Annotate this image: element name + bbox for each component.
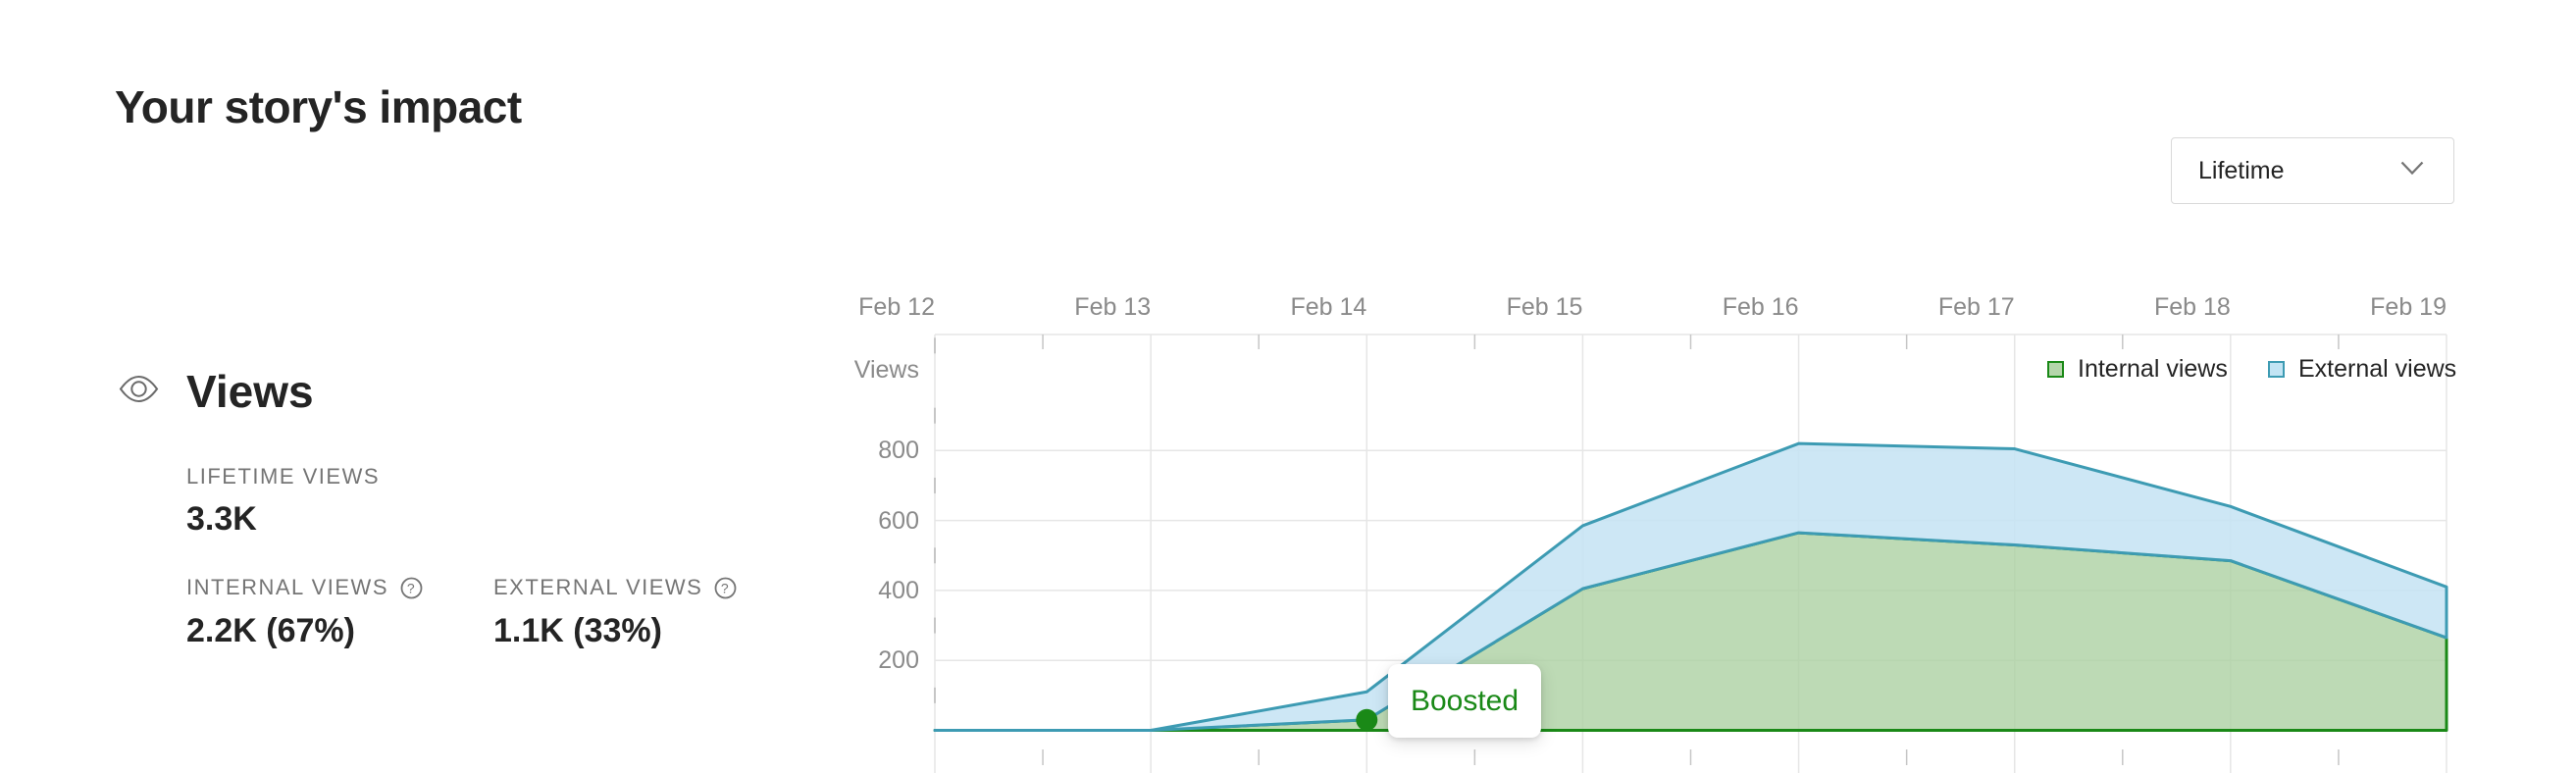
boosted-tooltip-label: Boosted [1410,684,1520,717]
chevron-down-icon [2400,161,2424,180]
x-axis-label: Feb 12 [858,293,935,321]
y-axis-tick: 200 [878,646,919,675]
y-axis-tick: 400 [878,576,919,604]
x-axis-label: Feb 17 [1937,293,2015,321]
period-dropdown-value: Lifetime [2198,156,2285,184]
svg-text:?: ? [721,580,730,595]
legend-item-external: External views [2268,355,2456,384]
x-axis-label: Feb 14 [1290,293,1367,321]
svg-text:?: ? [407,580,416,595]
views-section-header: Views [119,365,314,418]
legend-label-internal: Internal views [2078,355,2228,383]
y-axis-tick: 800 [878,437,919,465]
eye-icon [119,375,159,408]
legend-label-external: External views [2298,355,2457,383]
views-heading: Views [186,366,314,417]
boosted-tooltip: Boosted [1388,664,1541,738]
internal-views-value: 2.2K (67%) [186,612,355,649]
internal-views-swatch-icon [2047,361,2064,378]
external-views-label: EXTERNAL VIEWS ? [493,575,737,600]
internal-views-label: INTERNAL VIEWS ? [186,575,423,600]
legend-item-internal: Internal views [2047,355,2228,384]
x-axis-label: Feb 15 [1506,293,1583,321]
period-dropdown[interactable]: Lifetime [2171,137,2454,204]
help-icon[interactable]: ? [400,577,423,599]
lifetime-views-label: LIFETIME VIEWS [186,464,381,489]
y-axis-tick: 600 [878,506,919,535]
lifetime-views-value: 3.3K [186,500,257,538]
x-axis-label: Feb 16 [1722,293,1799,321]
external-views-value: 1.1K (33%) [493,612,662,649]
help-icon[interactable]: ? [714,577,737,599]
x-axis-label: Feb 13 [1074,293,1152,321]
y-axis-title: Views [853,356,919,384]
x-axis-label: Feb 18 [2154,293,2231,321]
x-axis-label: Feb 19 [2370,293,2447,321]
boosted-marker-dot [1356,708,1378,731]
page-title: Your story's impact [115,81,522,132]
external-views-swatch-icon [2268,361,2285,378]
